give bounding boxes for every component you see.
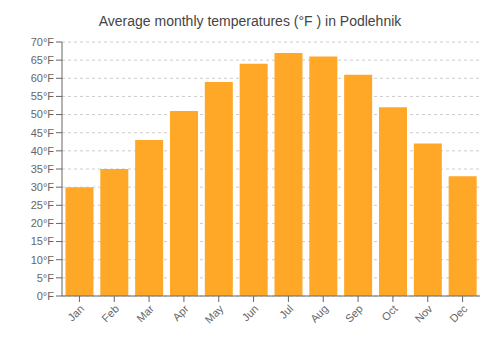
svg-text:20°F: 20°F — [31, 217, 55, 229]
svg-text:35°F: 35°F — [31, 163, 55, 175]
svg-text:Oct: Oct — [379, 302, 400, 323]
svg-text:50°F: 50°F — [31, 108, 55, 120]
svg-text:5°F: 5°F — [37, 272, 55, 284]
html-text:Average monthly temperatures (: Average monthly temperatures (°F ) in Po… — [98, 13, 402, 29]
svg-text:Sep: Sep — [343, 302, 365, 324]
svg-text:Jun: Jun — [239, 302, 260, 323]
svg-text:Aug: Aug — [308, 302, 330, 324]
svg-text:Feb: Feb — [99, 302, 121, 324]
svg-text:40°F: 40°F — [31, 145, 55, 157]
svg-text:30°F: 30°F — [31, 181, 55, 193]
svg-text:Jan: Jan — [65, 302, 86, 323]
svg-text:Nov: Nov — [412, 302, 435, 325]
svg-text:Dec: Dec — [447, 302, 470, 325]
svg-text:Apr: Apr — [170, 302, 191, 323]
svg-text:25°F: 25°F — [31, 199, 55, 211]
svg-text:60°F: 60°F — [31, 72, 55, 84]
svg-text:45°F: 45°F — [31, 127, 55, 139]
svg-text:15°F: 15°F — [31, 235, 55, 247]
svg-text:65°F: 65°F — [31, 54, 55, 66]
svg-text:70°F: 70°F — [31, 36, 55, 48]
svg-text:Mar: Mar — [134, 302, 156, 324]
svg-text:May: May — [203, 302, 227, 326]
svg-text:10°F: 10°F — [31, 254, 55, 266]
svg-text:Jul: Jul — [277, 302, 295, 320]
svg-text:55°F: 55°F — [31, 90, 55, 102]
svg-text:0°F: 0°F — [37, 290, 55, 302]
